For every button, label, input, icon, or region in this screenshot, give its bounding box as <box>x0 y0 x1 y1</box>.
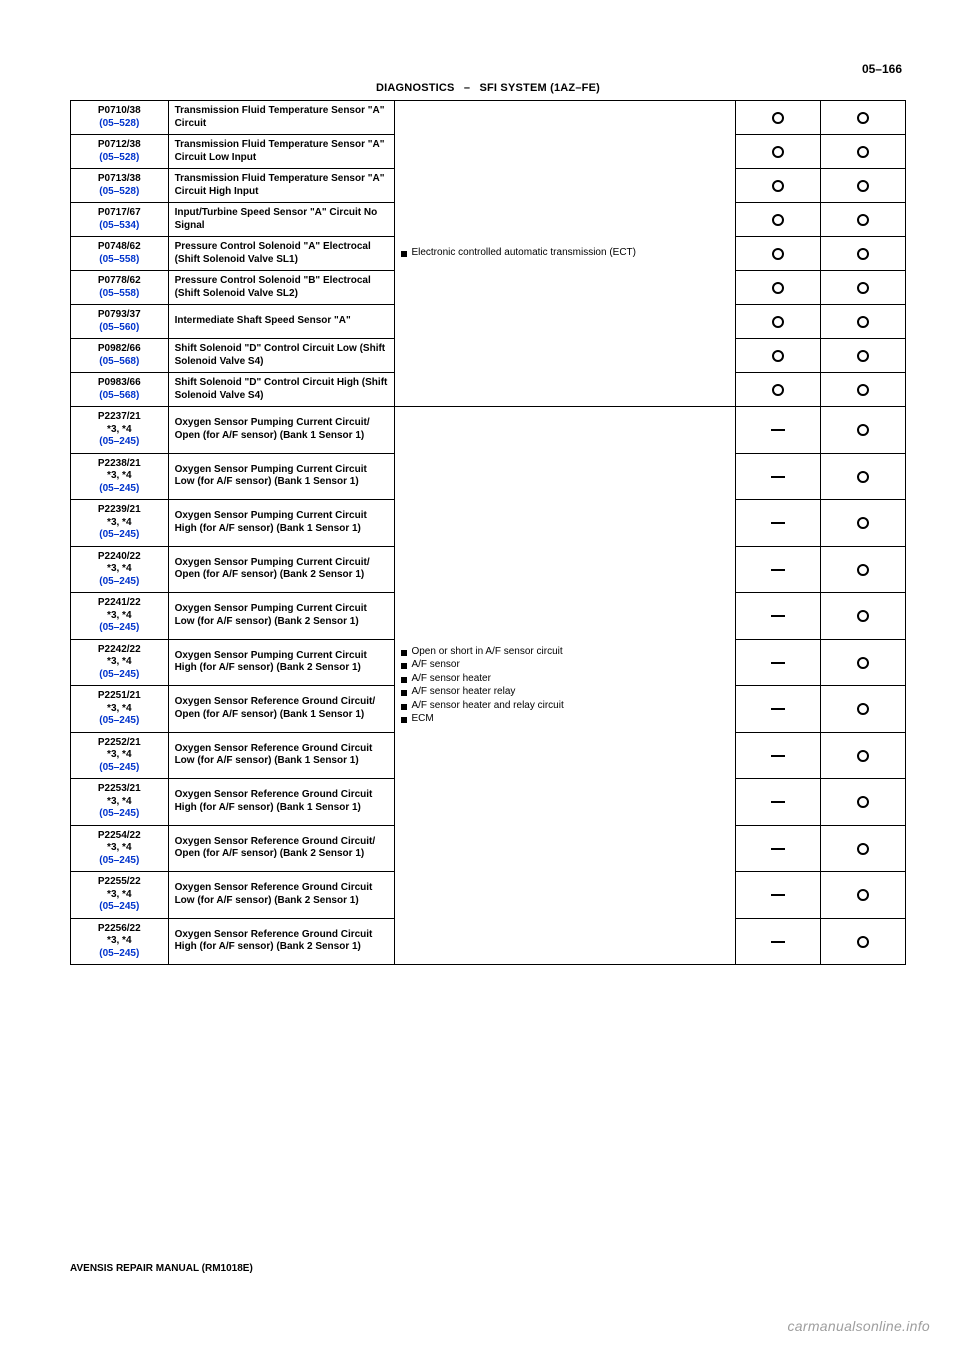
dtc-code: P2238/21*3, *4(05–245) <box>71 453 169 500</box>
page-number: 05–166 <box>862 62 902 76</box>
dtc-code: P2237/21*3, *4(05–245) <box>71 407 169 454</box>
mil <box>735 825 820 872</box>
detection-item: Transmission Fluid Temperature Sensor "A… <box>168 135 395 169</box>
mil <box>735 237 820 271</box>
detection-item: Transmission Fluid Temperature Sensor "A… <box>168 101 395 135</box>
dtc-code: P2242/22*3, *4(05–245) <box>71 639 169 686</box>
header-separator: – <box>464 82 470 94</box>
mil <box>735 407 820 454</box>
watermark: carmanualsonline.info <box>788 1318 931 1334</box>
memory <box>820 305 905 339</box>
memory <box>820 779 905 826</box>
memory <box>820 918 905 965</box>
detection-item: Oxygen Sensor Reference Ground Circuit/ … <box>168 825 395 872</box>
dtc-code: P0717/67(05–534) <box>71 203 169 237</box>
trouble-area: Electronic controlled automatic transmis… <box>395 101 735 407</box>
mil <box>735 169 820 203</box>
dtc-code: P0982/66(05–568) <box>71 339 169 373</box>
mil <box>735 872 820 919</box>
mil <box>735 373 820 407</box>
mil <box>735 732 820 779</box>
detection-item: Oxygen Sensor Reference Ground Circuit L… <box>168 872 395 919</box>
memory <box>820 639 905 686</box>
dtc-code: P0748/62(05–558) <box>71 237 169 271</box>
memory <box>820 593 905 640</box>
dtc-code: P2241/22*3, *4(05–245) <box>71 593 169 640</box>
memory <box>820 373 905 407</box>
memory <box>820 271 905 305</box>
dtc-code: P2251/21*3, *4(05–245) <box>71 686 169 733</box>
dtc-code: P0778/62(05–558) <box>71 271 169 305</box>
table-row: P0710/38(05–528)Transmission Fluid Tempe… <box>71 101 906 135</box>
dtc-code: P0710/38(05–528) <box>71 101 169 135</box>
detection-item: Oxygen Sensor Reference Ground Circuit H… <box>168 918 395 965</box>
detection-item: Shift Solenoid "D" Control Circuit Low (… <box>168 339 395 373</box>
dtc-code: P2256/22*3, *4(05–245) <box>71 918 169 965</box>
mil <box>735 500 820 547</box>
memory <box>820 453 905 500</box>
mil <box>735 593 820 640</box>
detection-item: Oxygen Sensor Pumping Current Circuit Lo… <box>168 593 395 640</box>
dtc-code: P2253/21*3, *4(05–245) <box>71 779 169 826</box>
table-row: P2237/21*3, *4(05–245)Oxygen Sensor Pump… <box>71 407 906 454</box>
dtc-code: P0712/38(05–528) <box>71 135 169 169</box>
memory <box>820 169 905 203</box>
memory <box>820 101 905 135</box>
detection-item: Oxygen Sensor Pumping Current Circuit/ O… <box>168 407 395 454</box>
memory <box>820 203 905 237</box>
mil <box>735 135 820 169</box>
detection-item: Oxygen Sensor Pumping Current Circuit Hi… <box>168 639 395 686</box>
dtc-code: P0793/37(05–560) <box>71 305 169 339</box>
header-system: SFI SYSTEM (1AZ–FE) <box>479 82 600 94</box>
detection-item: Pressure Control Solenoid "A" Electrocal… <box>168 237 395 271</box>
detection-item: Oxygen Sensor Reference Ground Circuit/ … <box>168 686 395 733</box>
dtc-code: P0983/66(05–568) <box>71 373 169 407</box>
memory <box>820 407 905 454</box>
mil <box>735 918 820 965</box>
mil <box>735 271 820 305</box>
mil <box>735 203 820 237</box>
mil <box>735 453 820 500</box>
header-section: DIAGNOSTICS <box>376 82 455 94</box>
memory <box>820 500 905 547</box>
trouble-area: Open or short in A/F sensor circuitA/F s… <box>395 407 735 965</box>
page-header: DIAGNOSTICS – SFI SYSTEM (1AZ–FE) <box>70 82 906 94</box>
memory <box>820 237 905 271</box>
mil <box>735 305 820 339</box>
detection-item: Oxygen Sensor Reference Ground Circuit L… <box>168 732 395 779</box>
detection-item: Oxygen Sensor Pumping Current Circuit/ O… <box>168 546 395 593</box>
memory <box>820 686 905 733</box>
memory <box>820 135 905 169</box>
mil <box>735 546 820 593</box>
detection-item: Input/Turbine Speed Sensor "A" Circuit N… <box>168 203 395 237</box>
detection-item: Oxygen Sensor Pumping Current Circuit Lo… <box>168 453 395 500</box>
mil <box>735 339 820 373</box>
footer-manual: AVENSIS REPAIR MANUAL (RM1018E) <box>70 1263 253 1274</box>
dtc-code: P2255/22*3, *4(05–245) <box>71 872 169 919</box>
detection-item: Transmission Fluid Temperature Sensor "A… <box>168 169 395 203</box>
mil <box>735 639 820 686</box>
dtc-code: P0713/38(05–528) <box>71 169 169 203</box>
mil <box>735 686 820 733</box>
dtc-code: P2240/22*3, *4(05–245) <box>71 546 169 593</box>
detection-item: Oxygen Sensor Pumping Current Circuit Hi… <box>168 500 395 547</box>
dtc-code: P2254/22*3, *4(05–245) <box>71 825 169 872</box>
memory <box>820 546 905 593</box>
memory <box>820 825 905 872</box>
detection-item: Intermediate Shaft Speed Sensor "A" <box>168 305 395 339</box>
mil <box>735 101 820 135</box>
memory <box>820 339 905 373</box>
memory <box>820 732 905 779</box>
dtc-code: P2239/21*3, *4(05–245) <box>71 500 169 547</box>
detection-item: Oxygen Sensor Reference Ground Circuit H… <box>168 779 395 826</box>
memory <box>820 872 905 919</box>
page: 05–166 DIAGNOSTICS – SFI SYSTEM (1AZ–FE)… <box>0 0 960 1358</box>
detection-item: Shift Solenoid "D" Control Circuit High … <box>168 373 395 407</box>
dtc-table: P0710/38(05–528)Transmission Fluid Tempe… <box>70 100 906 965</box>
dtc-code: P2252/21*3, *4(05–245) <box>71 732 169 779</box>
mil <box>735 779 820 826</box>
detection-item: Pressure Control Solenoid "B" Electrocal… <box>168 271 395 305</box>
